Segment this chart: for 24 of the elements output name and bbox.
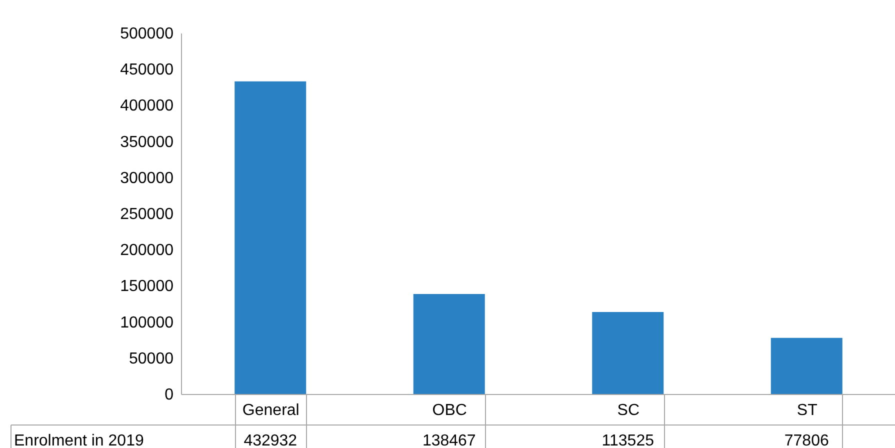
bar <box>234 81 306 394</box>
y-tick-label: 150000 <box>120 278 174 296</box>
bar <box>413 294 485 394</box>
text: Enrolment in 2019 <box>14 432 144 448</box>
y-tick-label: 0 <box>164 386 174 404</box>
x-tick-label: SC <box>617 402 640 419</box>
bar <box>770 338 842 394</box>
y-tick-label: 350000 <box>120 134 174 151</box>
data-label: 432932 <box>244 432 298 448</box>
y-tick-label: 200000 <box>120 242 174 260</box>
bar <box>592 312 664 394</box>
data-label: 113525 <box>602 432 654 448</box>
y-tick-label: 100000 <box>120 314 174 332</box>
x-tick-label: ST <box>796 402 818 419</box>
x-tick-label: OBC <box>432 402 467 419</box>
y-tick-label: 400000 <box>120 98 174 115</box>
x-tick-label: General <box>242 402 300 419</box>
y-tick-label: 450000 <box>120 62 174 79</box>
y-tick-label: 300000 <box>120 170 174 187</box>
data-label: 77806 <box>784 432 829 448</box>
y-tick-label: 500000 <box>120 26 174 42</box>
y-tick-label: 250000 <box>120 206 174 223</box>
data-label: 138467 <box>422 432 476 448</box>
y-tick-label: 50000 <box>129 350 174 368</box>
